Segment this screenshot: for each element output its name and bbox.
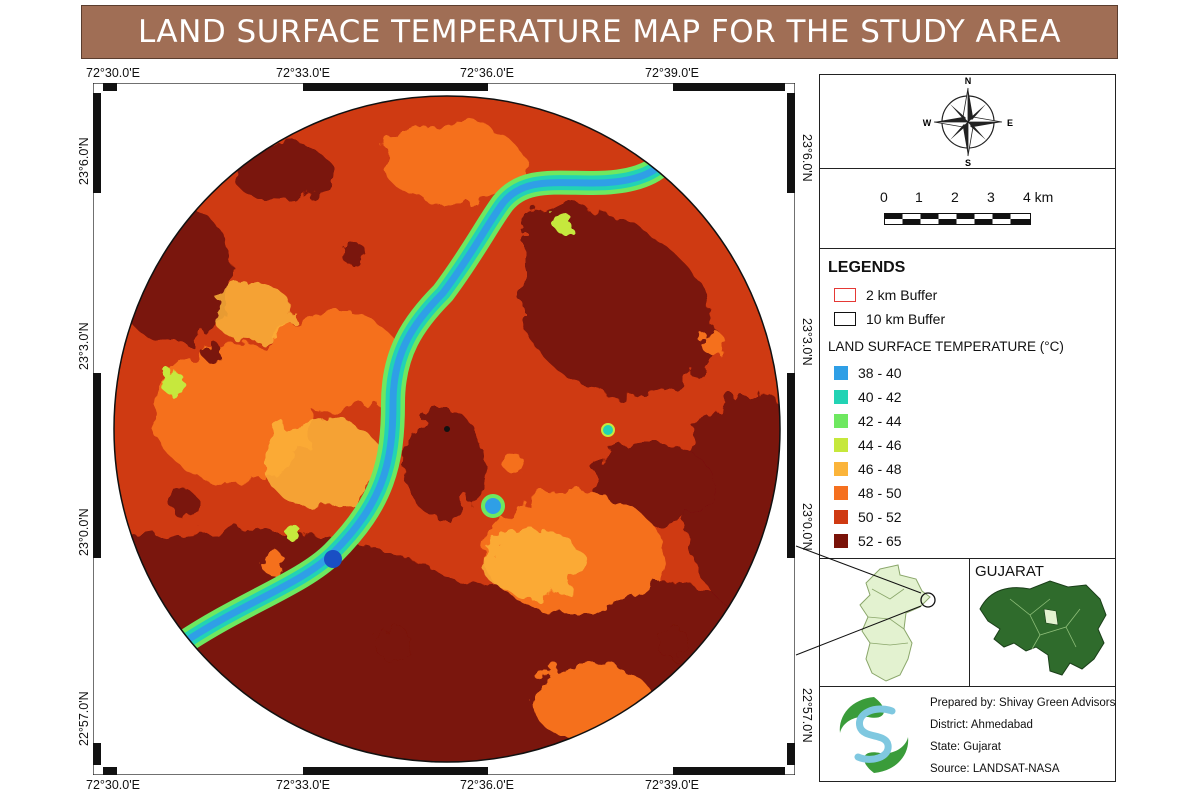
grid-label-left-1: 23°6.0'N	[77, 137, 91, 185]
scale-label-1: 1	[915, 189, 923, 205]
scale-label-0: 0	[880, 189, 888, 205]
legend-class-2: 40 - 42	[834, 389, 902, 405]
grid-label-right-2: 23°3.0'N	[800, 318, 814, 366]
grid-label-top-1: 72°30.0'E	[86, 66, 140, 80]
grid-label-right-4: 22°57.0'N	[800, 688, 814, 743]
legend-class-5: 46 - 48	[834, 461, 902, 477]
buffer-10km-swatch	[834, 312, 856, 326]
legend-heading: LEGENDS	[828, 259, 906, 276]
compass-e: E	[1007, 118, 1013, 128]
credits-panel: Prepared by: Shivay Green Advisors Distr…	[819, 686, 1116, 782]
compass-rose-icon: N S E W	[923, 76, 1013, 168]
graticule-ticks	[93, 83, 795, 775]
grid-label-left-4: 22°57.0'N	[77, 691, 91, 746]
grid-label-bottom-3: 72°36.0'E	[460, 778, 514, 792]
grid-label-bottom-1: 72°30.0'E	[86, 778, 140, 792]
river-sabarmati	[171, 151, 675, 655]
scale-label-2: 2	[951, 189, 959, 205]
scale-label-4: 4 km	[1023, 189, 1054, 205]
map-title-bar: LAND SURFACE TEMPERATURE MAP FOR THE STU…	[81, 5, 1118, 59]
map-title: LAND SURFACE TEMPERATURE MAP FOR THE STU…	[137, 14, 1062, 50]
lst-map[interactable]	[93, 83, 795, 775]
buffer-10km-circle	[113, 95, 781, 763]
shivay-logo-icon	[834, 695, 914, 775]
credit-prepared-by: Prepared by: Shivay Green Advisors	[930, 697, 1116, 709]
inset-gujarat-panel: GUJARAT	[969, 558, 1116, 688]
legend-class-7: 50 - 52	[834, 509, 902, 525]
credit-source: Source: LANDSAT-NASA	[930, 763, 1060, 775]
compass-s: S	[965, 158, 971, 168]
scalebar-panel: 0 1 2 3 4 km	[819, 168, 1116, 250]
grid-label-top-4: 72°39.0'E	[645, 66, 699, 80]
legend-class-6: 48 - 50	[834, 485, 902, 501]
grid-label-bottom-4: 72°39.0'E	[645, 778, 699, 792]
grid-label-right-3: 23°0.0'N	[800, 503, 814, 551]
scale-bar	[884, 213, 1031, 225]
scale-label-3: 3	[987, 189, 995, 205]
legend-class-1: 38 - 40	[834, 365, 902, 381]
grid-label-top-2: 72°33.0'E	[276, 66, 330, 80]
north-arrow-panel: N S E W	[819, 74, 1116, 170]
buffer-2km-swatch	[834, 288, 856, 302]
study-area-marker	[920, 592, 936, 608]
lst-heading: LAND SURFACE TEMPERATURE (°C)	[828, 339, 1064, 354]
grid-label-bottom-2: 72°33.0'E	[276, 778, 330, 792]
credit-district: District: Ahmedabad	[930, 719, 1033, 731]
compass-n: N	[965, 76, 972, 86]
grid-label-left-2: 23°3.0'N	[77, 322, 91, 370]
compass-w: W	[923, 118, 932, 128]
grid-label-right-1: 23°6.0'N	[800, 134, 814, 182]
ahmedabad-district-inset	[859, 564, 936, 682]
grid-label-left-3: 23°0.0'N	[77, 508, 91, 556]
legend-class-8: 52 - 65	[834, 533, 902, 549]
legend-class-4: 44 - 46	[834, 437, 902, 453]
legend-class-3: 42 - 44	[834, 413, 902, 429]
legend-item-2km-buffer: 2 km Buffer	[834, 287, 937, 303]
legend-panel: LEGENDS 2 km Buffer 10 km Buffer LAND SU…	[819, 248, 1116, 560]
gujarat-state-inset	[979, 580, 1107, 676]
grid-label-top-3: 72°36.0'E	[460, 66, 514, 80]
gujarat-label: GUJARAT	[975, 563, 1044, 580]
credit-state: State: Gujarat	[930, 741, 1001, 753]
legend-item-10km-buffer: 10 km Buffer	[834, 311, 945, 327]
inset-district-panel	[819, 558, 971, 688]
